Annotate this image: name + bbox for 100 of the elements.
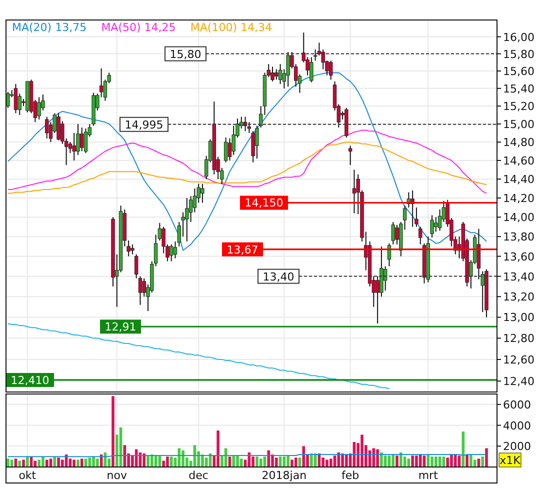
y-tick-label: 14,00 bbox=[503, 211, 534, 224]
ref-line-label: 13,40 bbox=[262, 270, 294, 284]
y-tick-label: 14,20 bbox=[503, 192, 534, 205]
y-tick-label: 13,40 bbox=[503, 270, 534, 284]
bar bbox=[267, 450, 270, 467]
bar bbox=[418, 454, 422, 467]
bar bbox=[72, 460, 76, 467]
bar bbox=[201, 454, 204, 467]
bar bbox=[178, 448, 181, 467]
y-tick-label: 15,00 bbox=[503, 118, 534, 131]
bar bbox=[45, 460, 48, 467]
bar bbox=[415, 456, 418, 467]
bar bbox=[42, 456, 44, 467]
bar bbox=[216, 430, 220, 467]
bar bbox=[481, 456, 484, 467]
candlestick bbox=[224, 137, 228, 163]
y-tick-label: 15,20 bbox=[503, 100, 534, 114]
bar bbox=[146, 456, 150, 467]
y-tick-label: 2000 bbox=[503, 440, 531, 454]
bar bbox=[92, 456, 95, 467]
candlestick bbox=[56, 112, 60, 141]
candlestick bbox=[14, 84, 18, 114]
ref-line-label: 14,995 bbox=[124, 118, 164, 132]
y-tick-label: 13,00 bbox=[503, 311, 534, 324]
bar bbox=[360, 434, 364, 467]
bar bbox=[232, 456, 236, 467]
candlestick bbox=[383, 266, 388, 291]
bar bbox=[485, 448, 488, 467]
y-tick-label: 13,60 bbox=[503, 250, 534, 264]
y-tick-label: 15,60 bbox=[503, 64, 534, 78]
bar bbox=[341, 453, 344, 467]
bar bbox=[112, 396, 114, 467]
candlestick bbox=[45, 116, 49, 139]
bar bbox=[329, 458, 332, 467]
ref-line-label: 12,410 bbox=[10, 374, 50, 387]
line-series bbox=[7, 322, 390, 390]
bar bbox=[256, 456, 258, 467]
bar bbox=[80, 458, 84, 467]
line-series bbox=[7, 130, 487, 194]
y-tick-label: 16,00 bbox=[503, 30, 534, 44]
bar bbox=[38, 460, 40, 467]
bar bbox=[294, 458, 298, 467]
candlestick bbox=[270, 66, 274, 82]
x-tick-label: dec bbox=[188, 469, 208, 482]
bar bbox=[392, 454, 395, 467]
bar bbox=[236, 456, 239, 467]
ref-line-label: 14,150 bbox=[244, 196, 284, 210]
bar bbox=[454, 454, 457, 467]
candlestick bbox=[274, 68, 278, 80]
bar bbox=[142, 453, 146, 467]
candlestick bbox=[434, 216, 438, 232]
bar bbox=[326, 460, 328, 467]
y-tick-label: 12,60 bbox=[503, 353, 534, 366]
y-tick-label: 12,40 bbox=[503, 375, 534, 388]
y-tick-label: 14,60 bbox=[503, 154, 534, 168]
line-series bbox=[7, 142, 487, 194]
text: MA(20) 13,75 bbox=[12, 21, 87, 34]
bar bbox=[430, 456, 434, 467]
bar bbox=[450, 454, 453, 467]
bar bbox=[204, 458, 208, 467]
candlestick bbox=[185, 197, 189, 242]
y-tick-label: 4000 bbox=[503, 419, 531, 432]
candlestick bbox=[329, 60, 333, 80]
bar bbox=[396, 456, 398, 467]
bar bbox=[434, 456, 438, 467]
x-tick-label: nov bbox=[106, 469, 128, 482]
y-tick-label: 6000 bbox=[503, 398, 531, 412]
bar bbox=[57, 458, 60, 467]
candlestick bbox=[130, 244, 134, 255]
bar bbox=[22, 460, 25, 467]
bar bbox=[376, 449, 379, 467]
bar bbox=[275, 458, 278, 467]
bar bbox=[96, 458, 99, 467]
candlestick bbox=[418, 226, 422, 245]
bar bbox=[18, 460, 22, 467]
x-tick-label: feb bbox=[342, 469, 360, 482]
bar bbox=[310, 453, 313, 467]
bar bbox=[166, 456, 169, 467]
bar bbox=[470, 454, 472, 467]
candlestick bbox=[170, 244, 174, 262]
bar bbox=[286, 456, 290, 467]
bar bbox=[53, 456, 56, 467]
candlestick bbox=[352, 169, 356, 214]
candlestick bbox=[286, 52, 290, 88]
y-tick-label: 14,80 bbox=[503, 136, 534, 150]
bar bbox=[170, 456, 173, 467]
y-tick-label: 14,40 bbox=[503, 173, 534, 186]
bar bbox=[26, 456, 29, 467]
bar bbox=[400, 452, 402, 467]
ref-line-label: 15,80 bbox=[170, 48, 202, 61]
bar bbox=[76, 460, 80, 467]
x-tick-label: mrt bbox=[418, 469, 439, 482]
bar bbox=[182, 450, 184, 467]
candlestick bbox=[200, 183, 204, 204]
y-tick-label: 13,80 bbox=[503, 230, 534, 244]
candlestick bbox=[80, 127, 84, 152]
text: MA(100) 14,34 bbox=[190, 21, 272, 34]
x-tick-label: okt bbox=[18, 469, 37, 482]
bar bbox=[162, 460, 165, 467]
bar bbox=[446, 458, 449, 467]
